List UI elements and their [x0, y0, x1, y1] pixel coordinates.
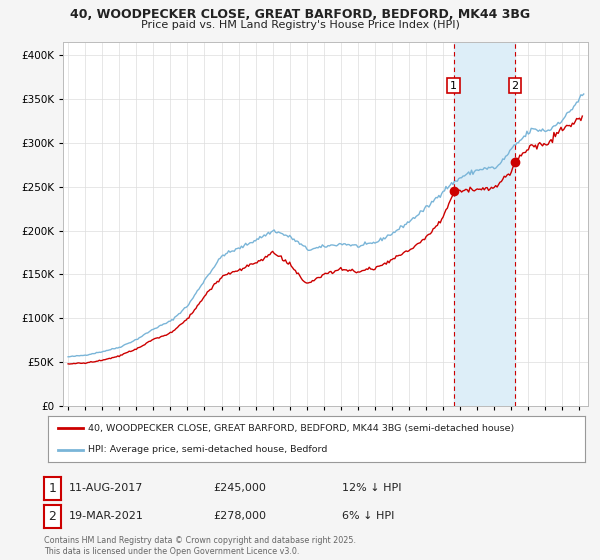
Text: 1: 1 [48, 482, 56, 495]
Text: £278,000: £278,000 [213, 511, 266, 521]
Text: 40, WOODPECKER CLOSE, GREAT BARFORD, BEDFORD, MK44 3BG: 40, WOODPECKER CLOSE, GREAT BARFORD, BED… [70, 8, 530, 21]
Text: 40, WOODPECKER CLOSE, GREAT BARFORD, BEDFORD, MK44 3BG (semi-detached house): 40, WOODPECKER CLOSE, GREAT BARFORD, BED… [88, 424, 515, 433]
Text: 6% ↓ HPI: 6% ↓ HPI [342, 511, 394, 521]
Text: 19-MAR-2021: 19-MAR-2021 [69, 511, 144, 521]
Text: 2: 2 [511, 81, 518, 91]
Text: Contains HM Land Registry data © Crown copyright and database right 2025.
This d: Contains HM Land Registry data © Crown c… [44, 536, 356, 556]
Text: 1: 1 [450, 81, 457, 91]
Text: Price paid vs. HM Land Registry's House Price Index (HPI): Price paid vs. HM Land Registry's House … [140, 20, 460, 30]
Text: £245,000: £245,000 [213, 483, 266, 493]
Text: HPI: Average price, semi-detached house, Bedford: HPI: Average price, semi-detached house,… [88, 445, 328, 454]
Text: 12% ↓ HPI: 12% ↓ HPI [342, 483, 401, 493]
Text: 11-AUG-2017: 11-AUG-2017 [69, 483, 143, 493]
Bar [454, 42, 515, 406]
Text: 2: 2 [48, 510, 56, 523]
